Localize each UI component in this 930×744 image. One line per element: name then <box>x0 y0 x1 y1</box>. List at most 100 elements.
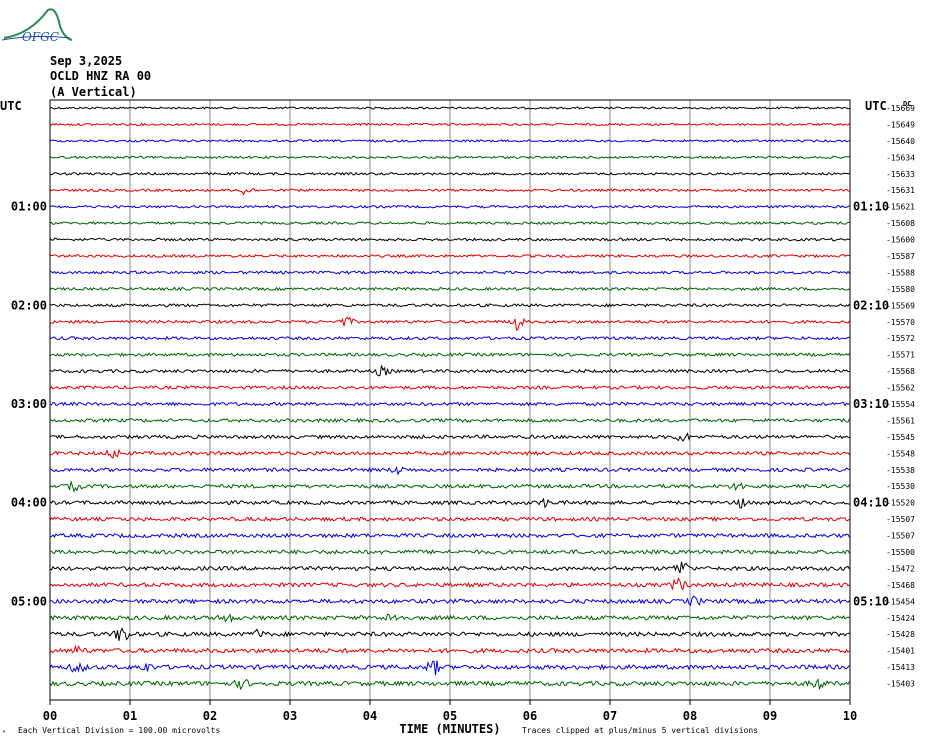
plot-grid <box>49 100 851 705</box>
header-component: (A Vertical) <box>50 85 137 99</box>
dc-offset-label: -15530 <box>886 482 915 491</box>
dc-offset-label: -15507 <box>886 515 915 524</box>
dc-offset-label: -15403 <box>886 680 915 689</box>
seismic-trace <box>49 401 850 407</box>
seismic-trace <box>49 595 850 607</box>
x-tick-label: 05 <box>443 709 457 723</box>
dc-offset-label: -15561 <box>886 416 915 425</box>
seismic-trace <box>49 465 850 476</box>
scale-note: Each Vertical Division = 100.00 microvol… <box>18 726 220 735</box>
seismic-trace <box>49 352 850 358</box>
dc-offset-label: -15600 <box>886 236 915 245</box>
seismic-trace <box>49 561 850 574</box>
seismic-trace <box>49 270 850 275</box>
x-tick-label: 07 <box>603 709 617 723</box>
right-hour-label: 04:10 <box>853 496 889 510</box>
seismic-trace <box>49 365 850 377</box>
seismic-trace <box>49 660 850 676</box>
left-hour-label: 03:00 <box>11 397 47 411</box>
dc-offset-label: -15554 <box>886 400 915 409</box>
seismic-trace <box>49 417 850 424</box>
right-hour-label: 03:10 <box>853 397 889 411</box>
dc-offset-label: -15545 <box>886 433 915 442</box>
seismic-trace <box>49 155 850 160</box>
seismic-trace <box>49 286 850 292</box>
seismic-trace <box>49 448 850 459</box>
dc-offset-label: -15571 <box>886 351 915 360</box>
seismic-trace <box>49 613 850 623</box>
seismic-trace <box>49 122 850 127</box>
dc-offset-label: -15669 <box>886 104 915 113</box>
plot-frame <box>49 99 851 701</box>
dc-offset-label: -15428 <box>886 630 915 639</box>
x-tick-label: 06 <box>523 709 537 723</box>
dc-offset-label: -15621 <box>886 203 915 212</box>
seismic-trace <box>49 302 850 308</box>
dc-offset-label: -15568 <box>886 367 915 376</box>
right-hour-label: 01:10 <box>853 200 889 214</box>
seismic-trace <box>49 549 850 556</box>
x-tick-label: 09 <box>763 709 777 723</box>
seismic-trace <box>49 532 850 539</box>
dc-offset-label: -15631 <box>886 186 915 195</box>
x-tick-label: 03 <box>283 709 297 723</box>
x-tick-label: 08 <box>683 709 697 723</box>
seismic-trace <box>49 384 850 391</box>
dc-offset-label: -15649 <box>886 120 915 129</box>
dc-offset-label: -15548 <box>886 449 915 458</box>
seismic-trace <box>49 678 850 691</box>
seismic-trace <box>49 188 850 196</box>
seismic-trace <box>49 237 850 242</box>
seismic-trace <box>49 316 850 331</box>
seismic-trace <box>49 221 850 226</box>
dc-offset-label: -15634 <box>886 153 915 162</box>
dc-offset-label: -15472 <box>886 564 915 573</box>
right-hour-label: 05:10 <box>853 594 889 608</box>
dc-header-label: DC <box>903 100 911 108</box>
seismic-traces <box>49 106 850 691</box>
left-utc-label: UTC <box>0 99 22 113</box>
ofgc-logo: OFGC <box>1 8 73 44</box>
dc-offset-label: -15640 <box>886 137 915 146</box>
logo-underline <box>1 35 71 41</box>
dc-offset-label: -15588 <box>886 268 915 277</box>
dc-offset-label: -15507 <box>886 532 915 541</box>
dc-offset-label: -15562 <box>886 384 915 393</box>
seismic-trace <box>49 171 850 176</box>
x-tick-label: 10 <box>843 709 857 723</box>
seismic-trace <box>49 204 850 209</box>
x-tick-label: 00 <box>43 709 57 723</box>
dc-offset-label: -15580 <box>886 285 915 294</box>
dc-offset-label: -15424 <box>886 614 915 623</box>
seismic-trace <box>49 335 850 341</box>
seismic-trace <box>49 253 850 259</box>
seismic-trace <box>49 644 850 654</box>
seismic-trace <box>49 432 850 442</box>
header-station: OCLD HNZ RA 00 <box>50 69 152 83</box>
seismic-trace <box>49 516 850 523</box>
seismic-trace <box>49 627 850 641</box>
dc-offset-label: -15520 <box>886 499 915 508</box>
seismic-trace <box>49 480 850 494</box>
dc-offset-label: -15454 <box>886 597 915 606</box>
dc-offset-label: -15587 <box>886 252 915 261</box>
seismic-trace <box>49 106 850 110</box>
axis-labels: 00 01 02 03 04 05 06 07 08 09 10 -15669 -15649 -15640… <box>0 99 915 737</box>
dc-offset-label: -15570 <box>886 318 915 327</box>
x-tick-label: 01 <box>123 709 137 723</box>
footer-mark: ᴬ <box>2 728 6 737</box>
x-axis-title: TIME (MINUTES) <box>399 722 500 736</box>
clip-note: Traces clipped at plus/minus 5 vertical … <box>522 726 758 735</box>
logo-text: OFGC <box>22 30 59 44</box>
dc-offset-label: -15608 <box>886 219 915 228</box>
left-hour-label: 04:00 <box>11 496 47 510</box>
mountain-logo-mark <box>3 8 73 41</box>
dc-offset-label: -15401 <box>886 647 915 656</box>
seismic-trace <box>49 497 850 509</box>
left-hour-label: 05:00 <box>11 594 47 608</box>
dc-offset-label: -15572 <box>886 334 915 343</box>
dc-offset-label: -15633 <box>886 170 915 179</box>
seismic-trace <box>49 577 850 591</box>
dc-offset-label: -15538 <box>886 466 915 475</box>
right-utc-label: UTC <box>865 99 887 113</box>
